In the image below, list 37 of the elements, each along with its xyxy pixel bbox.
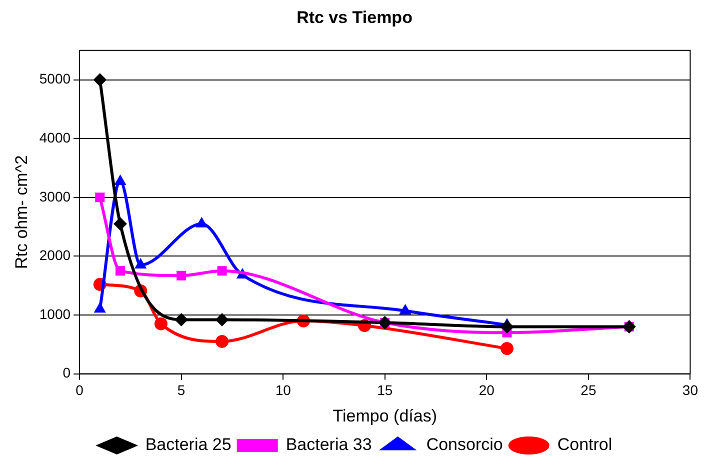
point (114, 175, 126, 186)
x-tick-label: 10 (275, 382, 292, 398)
point (217, 266, 227, 276)
point (216, 313, 229, 326)
y-tick-label: 1000 (39, 306, 71, 322)
point (93, 73, 106, 86)
legend-label: Bacteria 33 (286, 435, 372, 454)
point (174, 313, 188, 326)
point (176, 270, 186, 280)
point (114, 217, 127, 230)
x-tick-label: 20 (478, 382, 495, 398)
x-tick-label: 15 (377, 382, 393, 398)
point (134, 258, 146, 269)
y-tick-label: 0 (62, 364, 71, 381)
point (154, 317, 168, 330)
y-tick-label: 2000 (39, 247, 71, 264)
point (196, 217, 208, 228)
point (95, 192, 105, 202)
x-axis-title: Tiempo (días) (332, 406, 437, 426)
y-tick-label: 3000 (39, 188, 71, 204)
point (216, 334, 229, 348)
x-tick-label: 30 (682, 382, 698, 398)
x-tick-label: 5 (177, 382, 186, 398)
point (500, 320, 514, 334)
point (500, 342, 514, 356)
legend-label: Bacteria 25 (145, 435, 232, 454)
chart-title: Rtc vs Tiempo (296, 8, 412, 27)
y-axis-title: Rtc ohm- cm^2 (12, 155, 31, 269)
point (94, 302, 106, 313)
y-tick-label: 4000 (39, 129, 71, 146)
y-tick-label: 5000 (39, 70, 71, 87)
point (400, 304, 411, 314)
point (116, 266, 125, 276)
legend-label: Control (557, 435, 612, 454)
legend-label: Consorcio (426, 435, 503, 454)
x-tick-label: 25 (580, 382, 596, 398)
x-tick-label: 0 (76, 382, 84, 398)
